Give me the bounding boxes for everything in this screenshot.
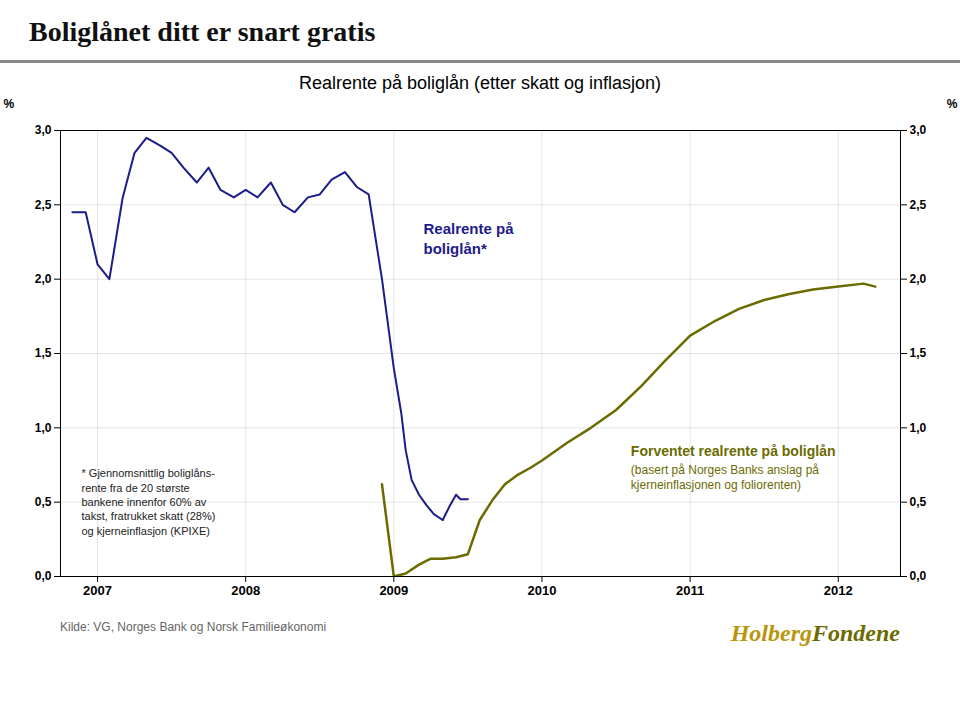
svg-text:Realrente på: Realrente på [423, 220, 514, 237]
svg-text:boliglån*: boliglån* [423, 240, 486, 257]
svg-text:2,0: 2,0 [910, 272, 927, 286]
svg-text:%: % [4, 97, 15, 111]
svg-text:2011: 2011 [676, 583, 704, 598]
svg-text:%: % [947, 97, 958, 111]
svg-text:3,0: 3,0 [35, 123, 52, 137]
html-text:Boliglånet ditt er snart grati: Boliglånet ditt er snart gratis [29, 16, 376, 47]
svg-text:2008: 2008 [231, 583, 260, 598]
svg-text:2,5: 2,5 [910, 198, 927, 212]
svg-text:Forventet realrente på boliglå: Forventet realrente på boliglån [631, 443, 836, 459]
html-text:Kilde: VG, Norges Bank og Nors: Kilde: VG, Norges Bank og Norsk Familieø… [60, 620, 327, 634]
html-text:Realrente på boliglån (etter s: Realrente på boliglån (etter skatt og in… [298, 73, 662, 93]
svg-text:(basert på Norges Banks anslag: (basert på Norges Banks anslag på [631, 463, 819, 477]
svg-text:2010: 2010 [528, 583, 557, 598]
svg-text:2,5: 2,5 [35, 198, 52, 212]
svg-text:1,5: 1,5 [35, 346, 52, 360]
svg-text:2007: 2007 [83, 583, 112, 598]
svg-text:3,0: 3,0 [910, 123, 927, 137]
svg-text:1,0: 1,0 [910, 421, 927, 435]
svg-text:2,0: 2,0 [35, 272, 52, 286]
svg-text:0,5: 0,5 [35, 495, 52, 509]
svg-text:2012: 2012 [824, 583, 853, 598]
svg-text:1,5: 1,5 [910, 346, 927, 360]
svg-text:2009: 2009 [379, 583, 408, 598]
html-text:Holberg Fondene: Holberg Fondene [730, 620, 900, 646]
svg-text:* Gjennomsnittlig boliglåns-re: * Gjennomsnittlig boliglåns-rente fra de… [82, 467, 216, 536]
svg-text:1,0: 1,0 [35, 421, 52, 435]
svg-text:0,0: 0,0 [910, 569, 927, 583]
svg-text:0,0: 0,0 [35, 569, 52, 583]
svg-text:kjerneinflasjonen og foliorent: kjerneinflasjonen og foliorenten) [631, 478, 801, 492]
svg-text:0,5: 0,5 [910, 495, 927, 509]
